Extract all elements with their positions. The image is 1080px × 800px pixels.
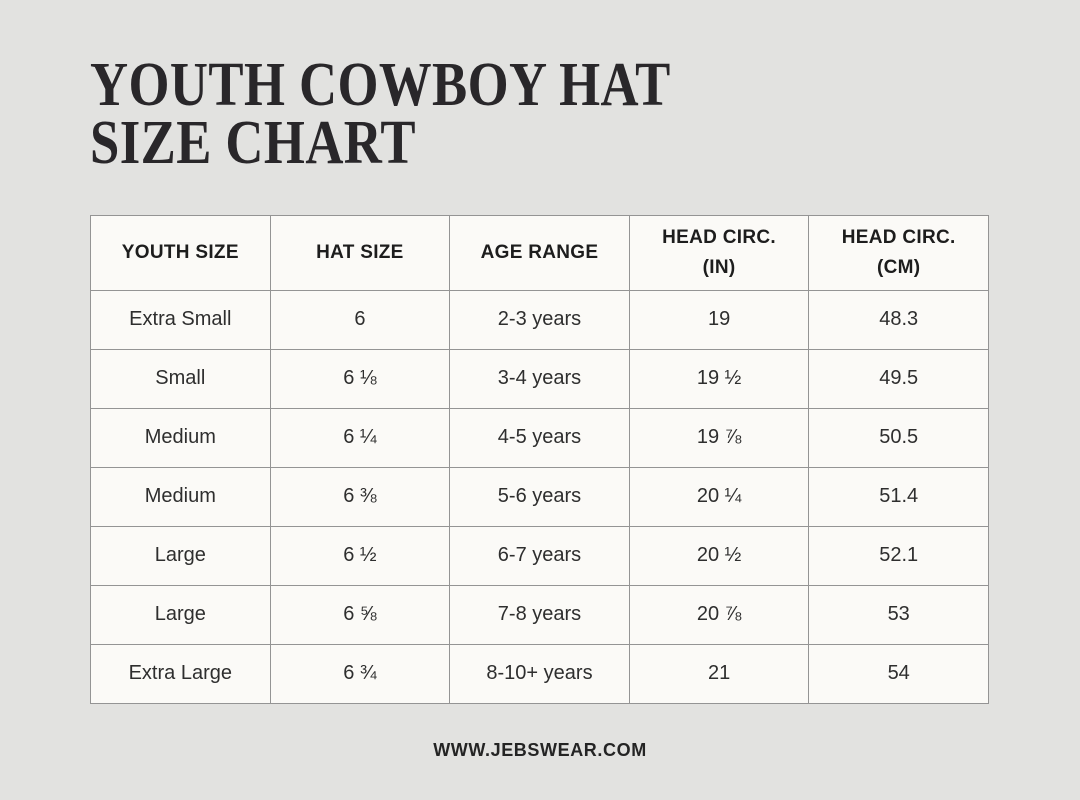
page-title: YOUTH COWBOY HAT SIZE CHART: [90, 51, 671, 178]
header-head-circ-in: HEAD CIRC. (IN): [628, 214, 810, 291]
header-youth-size: YOUTH SIZE: [90, 214, 271, 291]
table-cell: 6-7 years: [449, 525, 630, 586]
table-cell: 21: [628, 643, 810, 704]
table-cell: 4-5 years: [449, 407, 630, 468]
table-row: Large 6 ½ 6-7 years 20 ½ 52.1: [90, 525, 989, 586]
table-cell: 54: [808, 643, 989, 704]
table-cell: 19 ½: [628, 348, 810, 409]
table-head: YOUTH SIZE HAT SIZE AGE RANGE HEAD CIRC.…: [90, 214, 989, 291]
title-block: YOUTH COWBOY HAT SIZE CHART: [0, 0, 1080, 178]
table-cell: 20 ⅞: [628, 584, 810, 645]
table-row: Small 6 ⅛ 3-4 years 19 ½ 49.5: [90, 348, 989, 409]
table-cell: 6 ⅝: [269, 584, 451, 645]
table-cell: 7-8 years: [449, 584, 630, 645]
table-cell: 3-4 years: [449, 348, 630, 409]
table-cell: 6 ¾: [269, 643, 451, 704]
header-head-circ-cm: HEAD CIRC. (CM): [808, 214, 989, 291]
table-cell: Large: [90, 584, 271, 645]
table-cell: 6 ⅜: [269, 466, 451, 527]
table-row: Extra Small 6 2-3 years 19 48.3: [90, 289, 989, 350]
table-cell: 2-3 years: [449, 289, 630, 350]
table-cell: 19 ⅞: [628, 407, 810, 468]
table-header-row: YOUTH SIZE HAT SIZE AGE RANGE HEAD CIRC.…: [90, 214, 989, 291]
table-row: Large 6 ⅝ 7-8 years 20 ⅞ 53: [90, 584, 989, 645]
table-row: Medium 6 ⅜ 5-6 years 20 ¼ 51.4: [90, 466, 989, 527]
footer-url: WWW.JEBSWEAR.COM: [433, 739, 647, 760]
table-cell: 8-10+ years: [449, 643, 630, 704]
table-cell: 51.4: [808, 466, 989, 527]
table-cell: 20 ¼: [628, 466, 810, 527]
table-cell: Small: [90, 348, 271, 409]
table-cell: 6 ⅛: [269, 348, 451, 409]
table-row: Medium 6 ¼ 4-5 years 19 ⅞ 50.5: [90, 407, 989, 468]
table-cell: Large: [90, 525, 271, 586]
table-cell: 53: [808, 584, 989, 645]
table-cell: 6 ¼: [269, 407, 451, 468]
table-cell: 6 ½: [269, 525, 451, 586]
table-cell: 19: [628, 289, 810, 350]
size-table: YOUTH SIZE HAT SIZE AGE RANGE HEAD CIRC.…: [90, 214, 989, 704]
table-cell: 5-6 years: [449, 466, 630, 527]
table-cell: Extra Large: [90, 643, 271, 704]
table-cell: 50.5: [808, 407, 989, 468]
table-cell: 6: [269, 289, 451, 350]
table-cell: Medium: [90, 407, 271, 468]
header-age-range: AGE RANGE: [449, 214, 630, 291]
table-cell: 20 ½: [628, 525, 810, 586]
table-cell: 52.1: [808, 525, 989, 586]
table-cell: Extra Small: [90, 289, 271, 350]
table-row: Extra Large 6 ¾ 8-10+ years 21 54: [90, 643, 989, 704]
table-cell: 48.3: [808, 289, 989, 350]
table-cell: Medium: [90, 466, 271, 527]
table-cell: 49.5: [808, 348, 989, 409]
header-hat-size: HAT SIZE: [269, 214, 451, 291]
table-body: Extra Small 6 2-3 years 19 48.3 Small 6 ⅛ 3-4 y…: [90, 289, 989, 704]
